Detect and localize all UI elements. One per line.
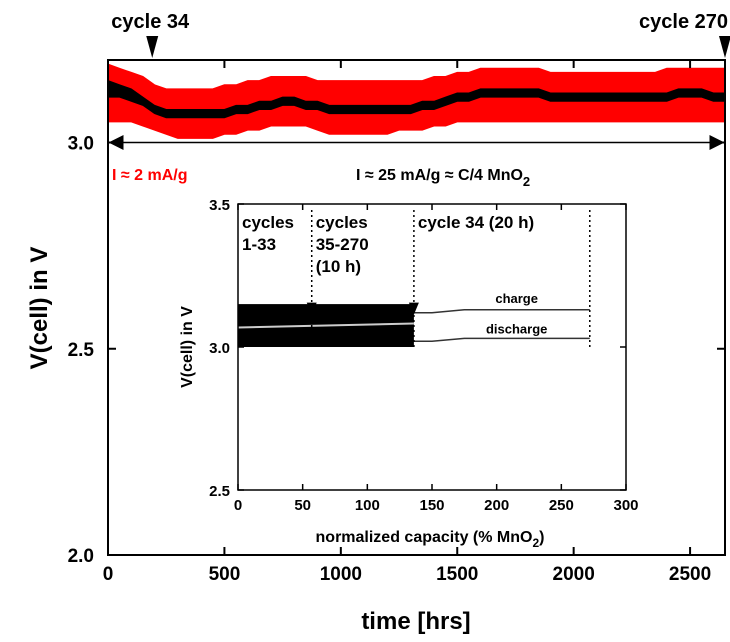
inset-series-charge-line [413, 309, 590, 314]
inset-x-tick-label: 300 [613, 497, 638, 514]
main-x-tick-label: 1000 [320, 564, 362, 585]
inset-x-axis-title-main: normalized capacity (% MnO [316, 529, 533, 546]
main-x-ticks: 0 500 1000 1500 2000 2500 [103, 60, 711, 585]
main-y-axis-title: V(cell) in V [26, 247, 53, 370]
inset-region-label: cycles [242, 213, 294, 232]
main-x-tick-label: 1500 [436, 564, 478, 585]
inset-region-arrow-icon [306, 302, 317, 315]
main-plot-frame [107, 59, 726, 556]
main-annotations: cycle 34 cycle 270 I ≈ 2 mA/g I ≈ 25 mA/… [108, 11, 730, 189]
inset-series-label: charge [495, 291, 538, 306]
cycle-34-label: cycle 34 [111, 11, 190, 33]
inset-x-tick-label: 0 [234, 497, 242, 514]
main-y-ticks: 2.0 2.5 3.0 [68, 134, 725, 567]
main-x-tick-label: 2000 [553, 564, 595, 585]
inset-series-discharge-line [413, 337, 590, 343]
inset-x-tick-label: 150 [419, 497, 444, 514]
main-x-tick-label: 0 [103, 564, 114, 585]
main-x-tick-label: 2500 [669, 564, 711, 585]
inset-region-label: cycle 34 (20 h) [418, 213, 534, 232]
cycle-34-arrow-icon [146, 36, 159, 58]
main-y-tick-label: 3.0 [68, 134, 94, 155]
inset-chart: charge discharge cycles 1-33 cycles 35-270 (1… [179, 197, 639, 550]
inset-region-label: (10 h) [316, 257, 361, 276]
inset-y-tick-label: 2.5 [209, 483, 230, 500]
main-x-axis-title: time [hrs] [361, 608, 470, 635]
inset-x-tick-label: 50 [294, 497, 311, 514]
main-y-tick-label: 2.0 [68, 546, 94, 567]
inset-y-tick-label: 3.5 [209, 197, 230, 214]
inset-x-axis-title-sub: 2 [532, 536, 539, 550]
cycle-270-arrow-icon [719, 36, 730, 58]
inset-region-label: 1-33 [242, 235, 276, 254]
current-high-label-sub: 2 [523, 174, 530, 189]
inset-y-tick-label: 3.0 [209, 340, 230, 357]
current-high-label: I ≈ 25 mA/g ≈ C/4 MnO2 [356, 167, 530, 189]
inset-x-tick-label: 250 [549, 497, 574, 514]
current-low-label: I ≈ 2 mA/g [112, 167, 187, 184]
inset-region-label: 35-270 [316, 235, 369, 254]
main-x-tick-label: 500 [209, 564, 241, 585]
current-high-label-main: I ≈ 25 mA/g ≈ C/4 MnO [356, 167, 523, 184]
inset-x-ticks: 0 50 100 150 200 250 300 [234, 204, 639, 514]
inset-x-tick-label: 200 [484, 497, 509, 514]
inset-regions: cycles 1-33 cycles 35-270 (10 h) cycle 34 (20… [242, 210, 591, 349]
main-y-tick-label: 2.5 [68, 340, 95, 361]
inset-band [237, 304, 414, 347]
inset-region-arrow-icon [408, 302, 419, 315]
inset-region-label: cycles [316, 213, 368, 232]
inset-x-axis-title-end: ) [539, 529, 544, 546]
inset-y-ticks: 2.5 3.0 3.5 [209, 197, 626, 500]
inset-x-axis-title: normalized capacity (% MnO2) [316, 529, 545, 550]
main-series-bands [107, 63, 726, 139]
inset-series: charge discharge [413, 291, 590, 343]
inset-series-label: discharge [486, 321, 547, 336]
inset-y-axis-title: V(cell) in V [179, 306, 196, 388]
inset-x-tick-label: 100 [355, 497, 380, 514]
inset-band-highlight [237, 322, 414, 329]
cycle-270-label: cycle 270 [639, 11, 728, 33]
